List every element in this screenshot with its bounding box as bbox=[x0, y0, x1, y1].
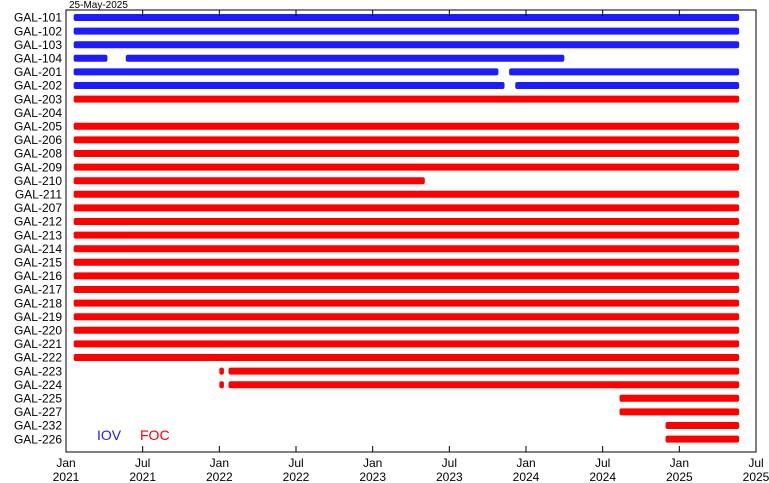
availability-bar bbox=[73, 245, 740, 253]
availability-bar bbox=[73, 41, 740, 49]
satellite-label: GAL-201 bbox=[14, 65, 62, 79]
satellite-label: GAL-206 bbox=[14, 133, 62, 147]
satellite-label: GAL-202 bbox=[14, 79, 62, 93]
x-tick-label-year: 2022 bbox=[283, 470, 310, 483]
x-tick-label-month: Jul bbox=[288, 456, 303, 470]
satellite-label: GAL-219 bbox=[14, 310, 62, 324]
availability-bar bbox=[73, 204, 740, 212]
satellite-label: GAL-213 bbox=[14, 228, 62, 242]
x-tick-label-month: Jan bbox=[670, 456, 689, 470]
availability-bar bbox=[73, 354, 740, 361]
x-tick-label-month: Jan bbox=[56, 456, 75, 470]
availability-bar bbox=[73, 68, 499, 76]
availability-bar bbox=[73, 340, 740, 348]
x-tick-label-month: Jul bbox=[135, 456, 150, 470]
satellite-label: GAL-215 bbox=[14, 256, 62, 270]
x-tick-label-year: 2022 bbox=[206, 470, 233, 483]
legend-foc: FOC bbox=[140, 427, 170, 443]
satellite-label: GAL-208 bbox=[14, 147, 62, 161]
availability-bar bbox=[73, 326, 740, 334]
availability-bar bbox=[619, 394, 740, 402]
x-tick-label-month: Jan bbox=[516, 456, 535, 470]
availability-bar bbox=[73, 190, 740, 198]
availability-bar bbox=[73, 27, 740, 35]
availability-bar bbox=[219, 367, 224, 375]
availability-bar bbox=[73, 231, 740, 239]
x-tick-label-month: Jan bbox=[210, 456, 229, 470]
availability-bar bbox=[73, 136, 740, 144]
satellite-label: GAL-218 bbox=[14, 296, 62, 310]
availability-bar bbox=[73, 177, 425, 185]
x-tick-label-year: 2021 bbox=[129, 470, 156, 483]
satellite-label: GAL-205 bbox=[14, 120, 62, 134]
availability-bar bbox=[73, 258, 740, 266]
satellite-label: GAL-103 bbox=[14, 38, 62, 52]
availability-bar bbox=[73, 95, 740, 103]
availability-bar bbox=[73, 299, 740, 307]
satellite-label: GAL-216 bbox=[14, 269, 62, 283]
availability-bar bbox=[73, 150, 740, 157]
x-tick-label-year: 2025 bbox=[666, 470, 693, 483]
satellite-label: GAL-220 bbox=[14, 324, 62, 338]
date-label: 25-May-2025 bbox=[69, 0, 128, 11]
x-tick-label-month: Jul bbox=[595, 456, 610, 470]
availability-bar bbox=[73, 82, 505, 89]
x-tick-label-year: 2025 bbox=[743, 470, 769, 483]
legend-iov: IOV bbox=[97, 427, 122, 443]
x-tick-label-month: Jul bbox=[748, 456, 763, 470]
availability-bar bbox=[73, 313, 740, 321]
satellite-label: GAL-104 bbox=[14, 52, 62, 66]
availability-bar bbox=[665, 435, 740, 443]
availability-bar bbox=[73, 218, 740, 225]
satellite-label: GAL-232 bbox=[14, 419, 62, 433]
availability-bar bbox=[509, 68, 740, 76]
availability-bar bbox=[125, 54, 565, 62]
satellite-label: GAL-214 bbox=[14, 242, 62, 256]
availability-bar bbox=[228, 381, 740, 389]
x-tick-label-year: 2023 bbox=[359, 470, 386, 483]
satellite-label: GAL-210 bbox=[14, 174, 62, 188]
availability-bar bbox=[73, 286, 740, 293]
satellite-label: GAL-223 bbox=[14, 364, 62, 378]
satellite-label: GAL-222 bbox=[14, 351, 62, 365]
satellite-labels: GAL-101GAL-102GAL-103GAL-104GAL-201GAL-2… bbox=[14, 11, 62, 447]
satellite-label: GAL-207 bbox=[14, 201, 62, 215]
availability-bar bbox=[515, 82, 740, 89]
x-tick-label-month: Jul bbox=[442, 456, 457, 470]
availability-bar bbox=[219, 381, 224, 389]
satellite-label: GAL-226 bbox=[14, 432, 62, 446]
satellite-label: GAL-225 bbox=[14, 392, 62, 406]
satellite-label: GAL-227 bbox=[14, 405, 62, 419]
x-tick-label-month: Jan bbox=[363, 456, 382, 470]
availability-bar bbox=[665, 422, 740, 429]
availability-bar bbox=[73, 14, 740, 21]
availability-bar bbox=[73, 122, 740, 130]
satellite-label: GAL-217 bbox=[14, 283, 62, 297]
availability-bar bbox=[73, 54, 108, 62]
satellite-label: GAL-102 bbox=[14, 24, 62, 38]
x-tick-label-year: 2024 bbox=[513, 470, 540, 483]
x-tick-label-year: 2023 bbox=[436, 470, 463, 483]
satellite-label: GAL-221 bbox=[14, 337, 62, 351]
availability-bar bbox=[73, 163, 740, 171]
availability-bar bbox=[73, 272, 740, 280]
satellite-label: GAL-204 bbox=[14, 106, 62, 120]
satellite-label: GAL-101 bbox=[14, 11, 62, 25]
availability-bar bbox=[619, 408, 740, 416]
legend: IOV FOC bbox=[97, 427, 170, 443]
plot-frame bbox=[65, 9, 757, 453]
satellite-label: GAL-211 bbox=[15, 188, 62, 202]
availability-bars bbox=[73, 14, 740, 443]
satellite-label: GAL-203 bbox=[14, 92, 62, 106]
satellite-label: GAL-224 bbox=[14, 378, 62, 392]
availability-bar bbox=[228, 367, 740, 375]
x-axis: Jan2021Jul2021Jan2022Jul2022Jan2023Jul20… bbox=[53, 10, 769, 483]
x-tick-label-year: 2024 bbox=[589, 470, 616, 483]
x-tick-label-year: 2021 bbox=[53, 470, 80, 483]
satellite-label: GAL-212 bbox=[14, 215, 62, 229]
satellite-label: GAL-209 bbox=[14, 160, 62, 174]
